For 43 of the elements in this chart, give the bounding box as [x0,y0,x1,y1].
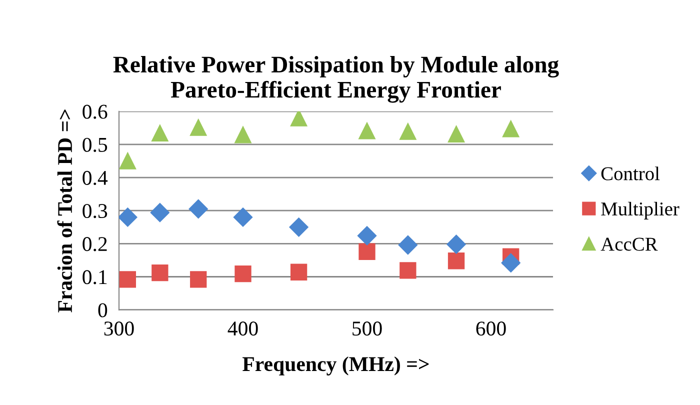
point [119,152,136,170]
x-axis-title: Frequency (MHz) => [242,356,429,376]
point [290,111,308,126]
point [289,218,308,237]
point [152,124,168,142]
point [190,271,207,288]
y-tick-label: 0.6 [82,104,108,119]
point [119,271,136,288]
y-tick-label: 0.3 [82,204,108,218]
point [398,235,418,255]
y-tick-label: 0.1 [82,270,107,284]
x-tick-label: 300 [104,322,134,336]
x-tick-label: 600 [476,322,506,336]
chart-title: Relative Power Dissipation by Module along Pareto-Efficient Energy Frontier [113,56,559,103]
point [233,208,253,227]
point [400,262,416,279]
legend-label: Multiplier [601,202,680,220]
point [152,264,168,282]
y-tick-label: 0 [98,303,108,318]
point [358,243,376,260]
point [400,123,416,140]
y-tick-label: 0.4 [82,170,108,186]
point [234,265,252,282]
y-tick-label: 0.5 [82,138,108,152]
point [358,122,376,140]
point [188,199,208,218]
legend-label: AccCR [600,238,658,251]
point [448,252,465,270]
x-tick-label: 400 [228,322,258,336]
point [446,234,466,254]
x-tick-label: 500 [352,322,382,336]
point [234,126,252,144]
point [150,203,170,222]
point [119,208,138,227]
point [502,120,520,138]
point [501,253,520,272]
point [357,226,377,246]
point [290,264,308,280]
y-axis-title: Fracion of Total PD => [57,110,72,312]
legend-label: Control [601,166,660,180]
point [190,119,207,136]
point [448,126,465,143]
y-tick-label: 0.2 [82,237,107,252]
